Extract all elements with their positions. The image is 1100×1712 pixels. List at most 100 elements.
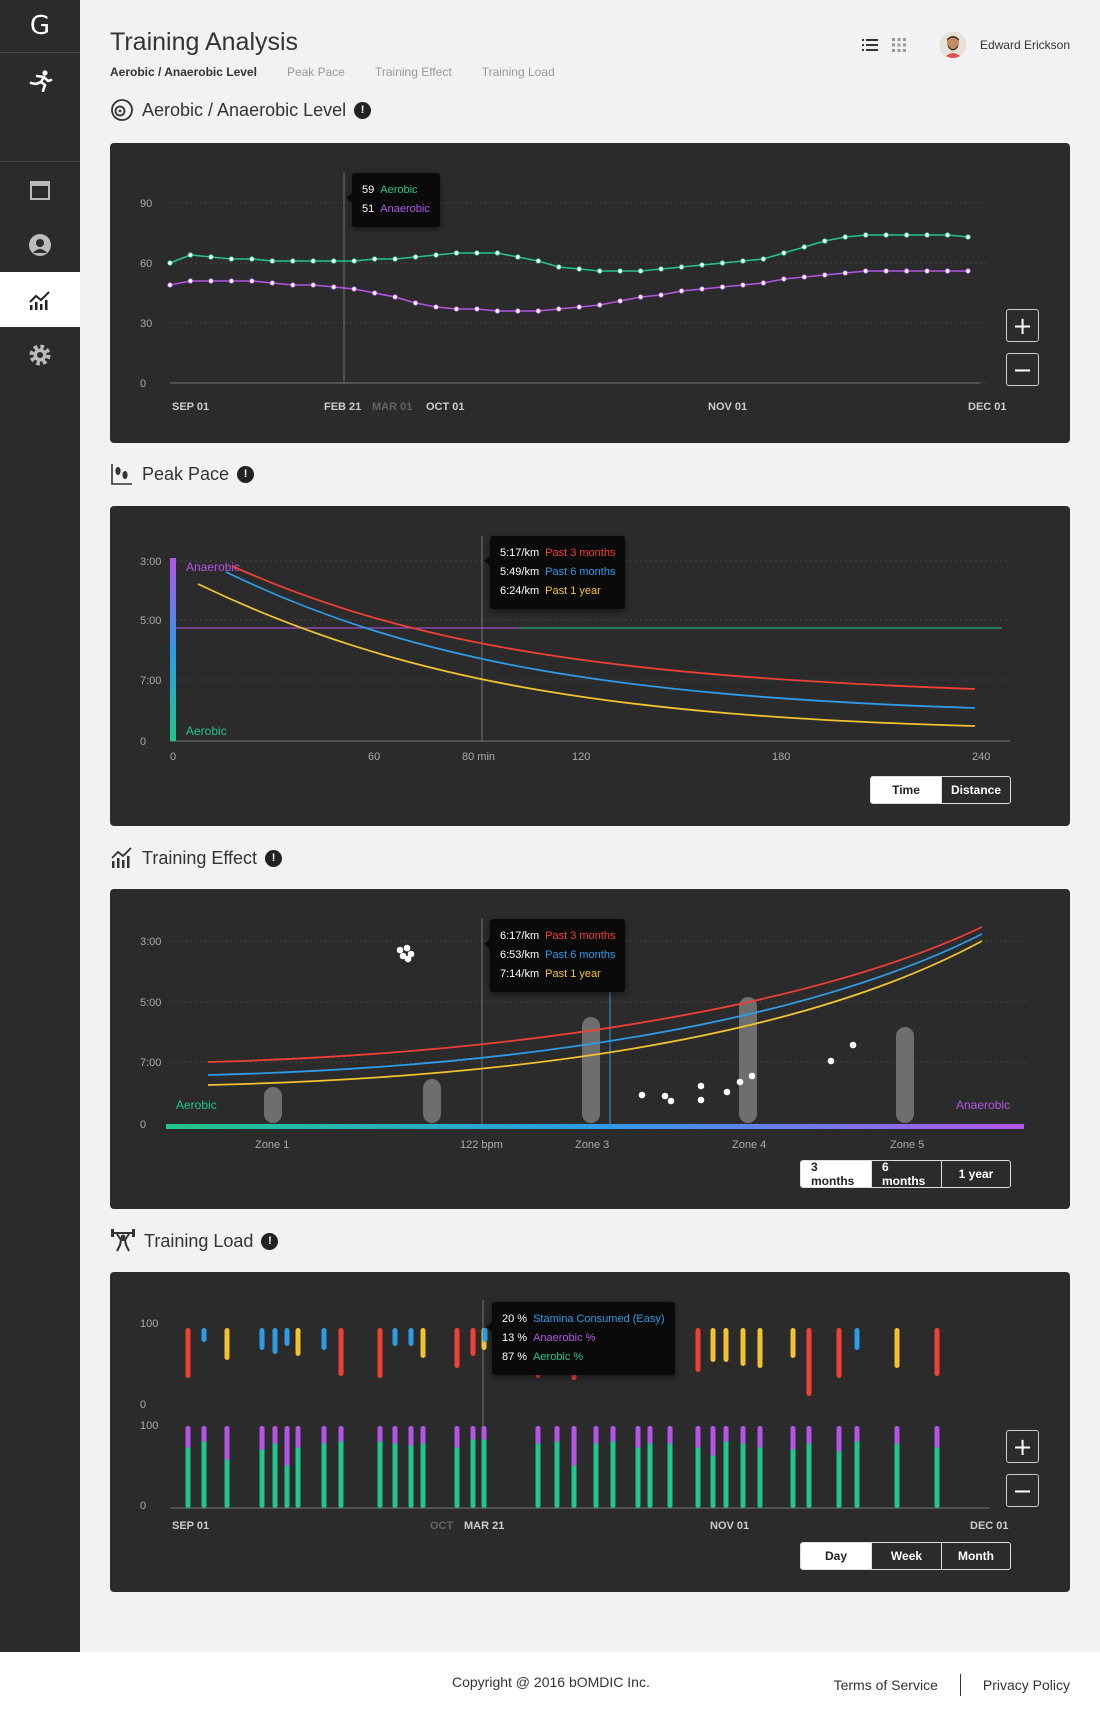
peak-pace-chart[interactable]: 3:00 5:00 7:00 0 Anaerobic Aerobic 0 60 80 min 12… [110, 506, 1070, 826]
section-title-peak-pace: Peak Pace ! [110, 462, 255, 486]
stamina-bar [377, 1328, 383, 1378]
tab-peak-pace[interactable]: Peak Pace [286, 65, 345, 79]
tooltip-value: 51 [362, 203, 375, 215]
stamina-bar [710, 1328, 716, 1362]
toggle-month[interactable]: Month [941, 1543, 1010, 1569]
data-point [515, 254, 521, 260]
data-point [842, 270, 848, 276]
data-point [699, 262, 705, 268]
anaerobic-bar [259, 1426, 265, 1450]
sidebar-item-settings[interactable] [0, 327, 80, 382]
stamina-bar [295, 1328, 301, 1356]
tab-training-effect[interactable]: Training Effect [374, 65, 452, 79]
tooltip-label: Past 6 months [545, 949, 616, 961]
data-point [658, 266, 664, 272]
aerobic-anaerobic-chart[interactable]: 90 60 30 0 SEP 01 FEB 21 MAR 01 OCT 01 NOV 01 DEC… [110, 143, 1070, 443]
zone-bar [423, 1079, 441, 1123]
footer: Copyright @ 2016 bOMDIC Inc. Terms of Se… [0, 1652, 1100, 1712]
analytics-icon [111, 847, 132, 868]
toggle-3-months[interactable]: 3 months [801, 1161, 871, 1187]
footprints-icon [111, 464, 132, 485]
tab-aerobic-anaerobic[interactable]: Aerobic / Anaerobic Level [110, 65, 257, 79]
aerobic-gauge-icon [111, 99, 133, 121]
info-icon[interactable]: ! [237, 465, 255, 483]
training-effect-chart[interactable]: 3:00 5:00 7:00 0 Aerobic Anaerobic Zone 1 122 b… [110, 889, 1070, 1209]
grid-view-icon[interactable] [891, 38, 906, 52]
info-icon[interactable]: ! [261, 1232, 279, 1250]
list-view-icon[interactable] [861, 38, 878, 52]
toggle-time[interactable]: Time [871, 777, 941, 803]
x-tick-label: NOV 01 [708, 401, 747, 413]
data-point [433, 252, 439, 258]
series-line-past-3-months [207, 926, 983, 1063]
toggle-week[interactable]: Week [871, 1543, 941, 1569]
aerobic-bar [667, 1426, 673, 1508]
data-point [862, 268, 869, 274]
data-point [637, 294, 644, 300]
y-tick-label: 0 [140, 1119, 146, 1131]
data-point [494, 308, 501, 314]
toggle-1-year[interactable]: 1 year [941, 1161, 1010, 1187]
tooltip-value: 7:14/km [500, 968, 540, 980]
data-point [167, 260, 173, 266]
series-line-past-3-months [231, 565, 976, 690]
stamina-bar [185, 1328, 191, 1378]
y-tick-label: 0 [140, 736, 146, 748]
zoom-out-button[interactable]: − [1006, 353, 1039, 386]
anaerobic-bar [338, 1426, 344, 1442]
annotation-aerobic: Aerobic [176, 1098, 217, 1112]
info-icon[interactable]: ! [354, 101, 372, 119]
tooltip-label: Past 1 year [545, 968, 601, 980]
running-icon[interactable] [0, 53, 80, 108]
stamina-bar [224, 1328, 230, 1360]
anaerobic-bar [420, 1426, 426, 1444]
series-line-past-6-months [207, 933, 983, 1076]
zoom-in-button[interactable]: + [1006, 1430, 1039, 1463]
tooltip-value: 6:17/km [500, 930, 540, 942]
data-point [556, 264, 562, 270]
training-load-chart-panel: 100 0 100 0 SEP 01 OCT MAR 21 NOV 01 DEC 01 20 %… [110, 1272, 1070, 1592]
section-title-aerobic: Aerobic / Anaerobic Level ! [110, 98, 372, 122]
tooltip-label: Anaerobic [380, 203, 430, 215]
data-point [883, 232, 889, 238]
aerobic-tooltip: 59 Aerobic 51 Anaerobic [346, 173, 440, 227]
series-line-past-6-months [225, 571, 976, 709]
stamina-bar [894, 1328, 900, 1368]
anaerobic-bar [295, 1426, 301, 1448]
avatar[interactable] [939, 32, 966, 58]
data-point [167, 282, 173, 288]
y-tick-label: 100 [140, 1420, 158, 1432]
toggle-day[interactable]: Day [801, 1543, 871, 1569]
aerobic-bar [408, 1426, 414, 1508]
app-logo[interactable]: G [0, 0, 80, 53]
sidebar-item-calendar[interactable] [0, 162, 80, 217]
data-point [187, 252, 194, 258]
scatter-point [407, 950, 415, 958]
user-name[interactable]: Edward Erickson [979, 38, 1070, 52]
zone-bar [264, 1087, 282, 1123]
training-load-tooltip: 20 % Stamina Consumed (Easy) 13 % Anaerobi… [486, 1302, 675, 1375]
toggle-6-months[interactable]: 6 months [871, 1161, 941, 1187]
section-title-text: Peak Pace [142, 463, 230, 484]
data-point [556, 306, 562, 312]
toggle-distance[interactable]: Distance [941, 777, 1010, 803]
stamina-bar [740, 1328, 746, 1366]
tab-training-load[interactable]: Training Load [481, 65, 555, 79]
x-tick-label: MAR 21 [464, 1520, 504, 1532]
data-point [637, 268, 644, 274]
zoom-out-button[interactable]: − [1006, 1474, 1039, 1507]
zoom-in-button[interactable]: + [1006, 309, 1039, 342]
sidebar-item-analytics[interactable] [0, 272, 80, 327]
x-tick-label: NOV 01 [710, 1520, 749, 1532]
privacy-link[interactable]: Privacy Policy [982, 1677, 1070, 1693]
data-point [596, 268, 603, 274]
terms-link[interactable]: Terms of Service [833, 1677, 938, 1693]
data-point [371, 256, 378, 262]
data-point [576, 304, 582, 310]
data-point [801, 244, 808, 250]
scatter-point [723, 1088, 731, 1096]
info-icon[interactable]: ! [265, 849, 283, 867]
aerobic-bar [321, 1426, 327, 1508]
sidebar-item-profile[interactable] [0, 217, 80, 272]
data-point [412, 254, 419, 260]
